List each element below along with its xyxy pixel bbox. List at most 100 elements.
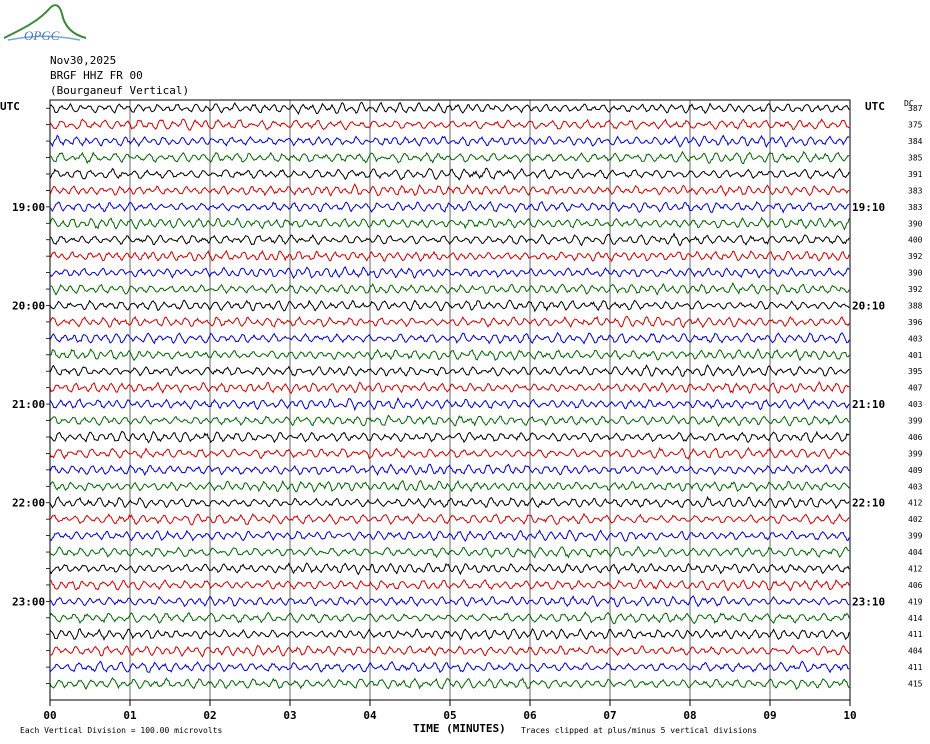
dc-offset-label: 387 (908, 104, 923, 113)
x-tick-label: 00 (43, 709, 56, 722)
x-tick-label: 03 (283, 709, 296, 722)
trace-line (49, 281, 850, 296)
footer-scale: Each Vertical Division = 100.00 microvol… (20, 726, 222, 735)
trace-line (49, 364, 850, 378)
dc-offset-label: 385 (908, 154, 923, 163)
left-time-label: 23:00 (12, 595, 45, 608)
trace-line (49, 232, 850, 247)
dc-offset-label: 407 (908, 384, 923, 393)
logo-swoosh (3, 4, 87, 39)
logo-swoosh-2 (7, 35, 81, 41)
dc-offset-label: 390 (908, 219, 923, 228)
left-time-label: 22:00 (12, 497, 45, 510)
trace-line (49, 183, 850, 197)
x-tick-label: 07 (603, 709, 616, 722)
trace-line (49, 479, 850, 493)
logo-text: OPGC (24, 28, 60, 43)
traces (49, 101, 850, 691)
dc-offset-label: 412 (908, 564, 923, 573)
trace-line (49, 562, 850, 576)
trace-line (49, 299, 850, 313)
dc-offset-label: 403 (908, 482, 923, 491)
opgc-logo: OPGC (3, 4, 87, 43)
dc-offset-label: 402 (908, 515, 923, 524)
trace-line (49, 414, 850, 428)
trace-line (49, 315, 850, 329)
x-tick-label: 05 (443, 709, 456, 722)
dc-offset-label: 395 (908, 367, 923, 376)
trace-line (49, 578, 850, 592)
trace-line (49, 134, 850, 148)
trace-line (49, 118, 850, 131)
dc-offset-label: 400 (908, 236, 923, 245)
dc-offset-label: 384 (908, 137, 923, 146)
dc-offset-label: 399 (908, 532, 923, 541)
trace-line (49, 101, 850, 116)
x-tick-label: 06 (523, 709, 537, 722)
dc-offset-label: 412 (908, 499, 923, 508)
dc-offset-label: 404 (908, 647, 923, 656)
header-location: (Bourganeuf Vertical) (50, 84, 190, 97)
dc-offset-label: 383 (908, 186, 923, 195)
trace-line (49, 430, 850, 444)
x-tick-label: 09 (763, 709, 776, 722)
dc-offset-label: 419 (908, 597, 923, 606)
dc-offset-label: 396 (908, 318, 923, 327)
trace-line (49, 348, 850, 362)
left-time-label: 21:00 (12, 398, 45, 411)
left-time-label: 20:00 (12, 299, 45, 312)
dc-offset-label: 388 (908, 301, 923, 310)
trace-line (49, 627, 850, 641)
right-time-label: 21:10 (852, 398, 885, 411)
x-tick-label: 04 (363, 709, 377, 722)
trace-line (49, 216, 850, 231)
trace-line (49, 380, 850, 395)
dc-offset-label: 399 (908, 417, 923, 426)
x-tick-label: 10 (843, 709, 856, 722)
dc-offset-label: 415 (908, 680, 923, 689)
trace-line (49, 396, 850, 412)
trace-line (49, 167, 850, 181)
header-date: Nov30,2025 (50, 54, 117, 67)
trace-line (49, 595, 850, 608)
dc-offset-label: 409 (908, 466, 923, 475)
dc-offset-label: 404 (908, 548, 923, 557)
right-time-label: 23:10 (852, 595, 885, 608)
trace-line (49, 677, 850, 691)
footer-xlabel: TIME (MINUTES) (413, 722, 506, 735)
dc-offset-label: 375 (908, 121, 923, 130)
trace-line (49, 611, 850, 625)
x-tick-label: 01 (123, 709, 137, 722)
right-time-label: 20:10 (852, 299, 885, 312)
trace-line (49, 644, 850, 658)
trace-line (49, 200, 850, 214)
dc-label: DC (904, 99, 914, 108)
header-station: BRGF HHZ FR 00 (50, 69, 143, 82)
labels: 00 01 02 03 04 05 06 07 08 09 10 387 375 384 385 391 383… (12, 104, 923, 722)
trace-line (49, 331, 850, 345)
dc-offset-label: 392 (908, 285, 923, 294)
trace-line (49, 446, 850, 460)
right-time-label: 19:10 (852, 201, 885, 214)
dc-offset-label: 401 (908, 351, 923, 360)
dc-offset-label: 411 (908, 663, 923, 672)
dc-offset-label: 414 (908, 614, 923, 623)
dc-offset-label: 406 (908, 581, 923, 590)
footer-clip: Traces clipped at plus/minus 5 vertical … (521, 726, 757, 735)
trace-line (49, 495, 850, 510)
right-time-label: 22:10 (852, 497, 885, 510)
x-tick-label: 08 (683, 709, 696, 722)
trace-line (49, 529, 850, 542)
dc-offset-label: 390 (908, 269, 923, 278)
trace-line (49, 512, 850, 526)
dc-offset-label: 399 (908, 449, 923, 458)
dc-offset-label: 403 (908, 400, 923, 409)
right-utc-label: UTC (865, 100, 885, 113)
trace-line (49, 660, 850, 674)
trace-line (49, 463, 850, 477)
trace-line (49, 545, 850, 559)
trace-line (49, 150, 850, 165)
x-tick-label: 02 (203, 709, 216, 722)
trace-line (49, 249, 850, 263)
